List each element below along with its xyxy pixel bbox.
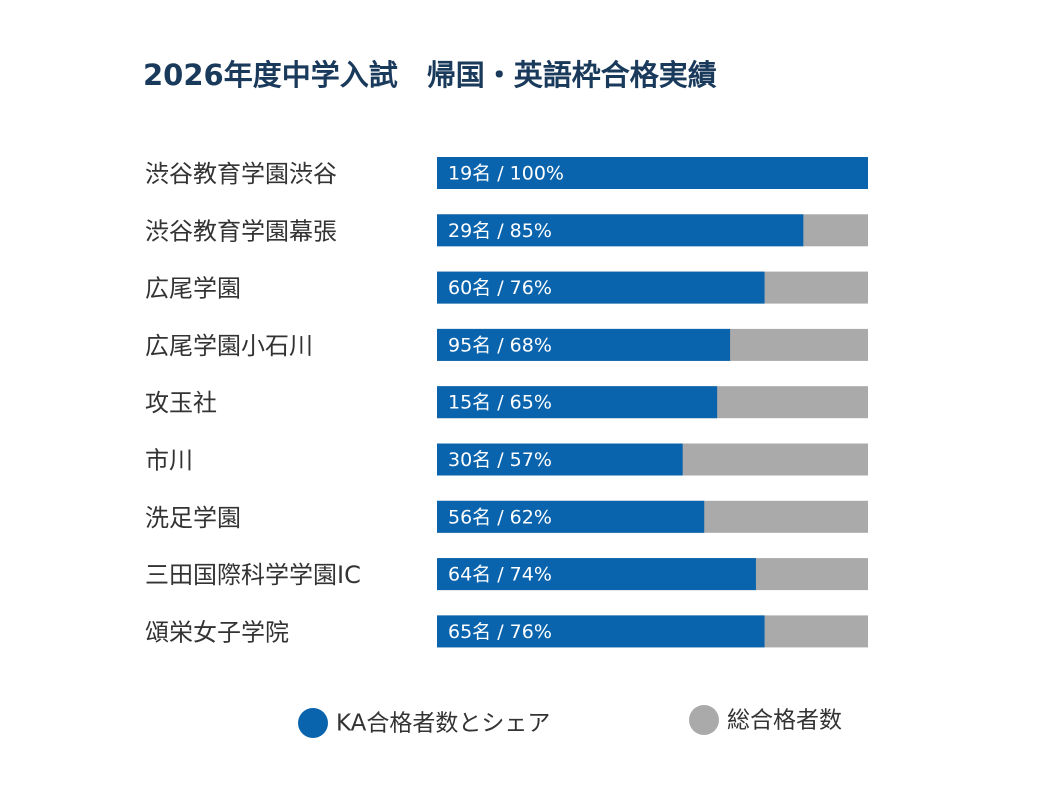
value-label: 95名 / 68% <box>448 334 552 356</box>
value-label: 15名 / 65% <box>448 392 552 414</box>
legend-label: KA合格者数とシェア <box>336 711 550 737</box>
legend-marker <box>298 708 328 738</box>
bar <box>437 271 765 304</box>
value-label: 64名 / 74% <box>448 564 552 586</box>
bar <box>437 214 804 247</box>
value-label: 56名 / 62% <box>448 506 552 528</box>
category-label: 渋谷教育学園渋谷 <box>145 160 337 188</box>
category-label: 渋谷教育学園幕張 <box>145 217 337 245</box>
legend-marker <box>689 705 719 735</box>
value-label: 19名 / 100% <box>448 163 564 185</box>
category-label: 三田国際科学学園IC <box>145 561 361 589</box>
legend-label: 総合格者数 <box>727 708 842 734</box>
value-label: 60名 / 76% <box>448 277 552 299</box>
category-label: 広尾学園 <box>145 275 241 303</box>
bar <box>437 443 683 476</box>
bar <box>437 615 765 648</box>
chart-title: 2026年度中学入試 帰国・英語枠合格実績 <box>143 58 717 92</box>
bar <box>437 157 868 189</box>
value-label: 29名 / 85% <box>448 220 552 242</box>
category-label: 市川 <box>145 447 193 475</box>
category-label: 広尾学園小石川 <box>145 332 313 360</box>
value-label: 65名 / 76% <box>448 621 552 643</box>
bar <box>437 558 756 591</box>
bar <box>437 328 731 361</box>
category-label: 攻玉社 <box>145 389 217 417</box>
value-label: 30名 / 57% <box>448 449 552 471</box>
category-label: 頌栄女子学院 <box>145 618 289 646</box>
category-label: 洗足学園 <box>145 504 241 532</box>
bar <box>437 386 718 419</box>
bar <box>437 500 705 533</box>
